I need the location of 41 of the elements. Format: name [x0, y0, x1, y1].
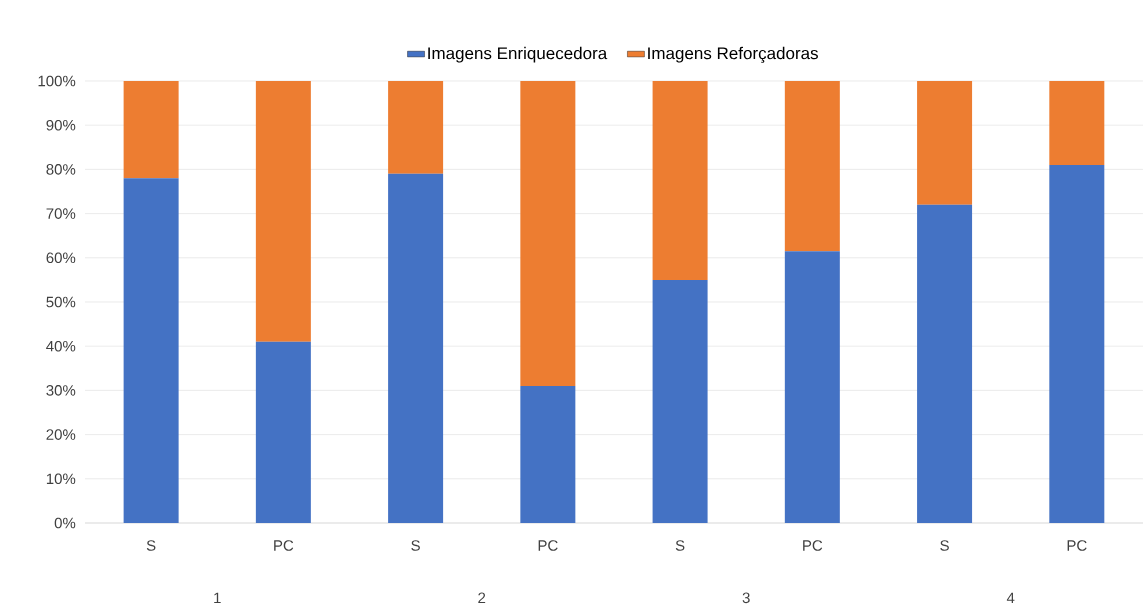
y-tick-label: 10% — [46, 473, 76, 485]
text: 2 — [478, 592, 486, 603]
text: 3 — [742, 592, 750, 604]
y-tick-label: 90% — [46, 119, 76, 131]
bar — [388, 81, 444, 174]
bar — [388, 173, 444, 523]
bar — [123, 178, 179, 523]
bar — [255, 341, 311, 523]
y-tick-label: 30% — [46, 385, 76, 396]
x-tick-label: PC — [803, 540, 823, 551]
legend-label: Imagens Enriquecedora — [428, 46, 608, 63]
x-tick-label: PC — [538, 540, 558, 551]
text: 4 — [1006, 592, 1015, 603]
bar — [652, 279, 708, 523]
x-tick-label: PC — [1067, 540, 1087, 551]
y-tick-label: 0% — [54, 517, 76, 529]
bar — [255, 81, 311, 342]
x-tick-label: S — [675, 540, 685, 551]
bar — [784, 251, 840, 523]
y-tick-label: 80% — [46, 164, 76, 175]
y-tick-label: 50% — [46, 296, 76, 308]
y-tick-label: 60% — [46, 252, 76, 264]
bar — [520, 81, 576, 386]
y-tick-label: 100% — [38, 75, 76, 87]
y-tick-label: 40% — [46, 340, 76, 352]
bar — [917, 204, 973, 523]
y-tick-label: 70% — [46, 208, 76, 219]
x-tick-label: S — [940, 540, 949, 551]
text: 1 — [214, 592, 221, 603]
bar — [917, 81, 973, 205]
bar — [1049, 81, 1105, 165]
legend-label: Imagens Reforçadoras — [648, 46, 818, 63]
x-tick-label: PC — [274, 540, 294, 551]
y-tick-label: 20% — [46, 429, 76, 440]
bar — [652, 81, 708, 280]
x-tick-label: S — [146, 540, 156, 551]
bar — [123, 81, 179, 179]
bar — [784, 81, 840, 252]
bar — [1049, 164, 1105, 523]
bar — [520, 385, 576, 523]
x-tick-label: S — [411, 540, 420, 551]
